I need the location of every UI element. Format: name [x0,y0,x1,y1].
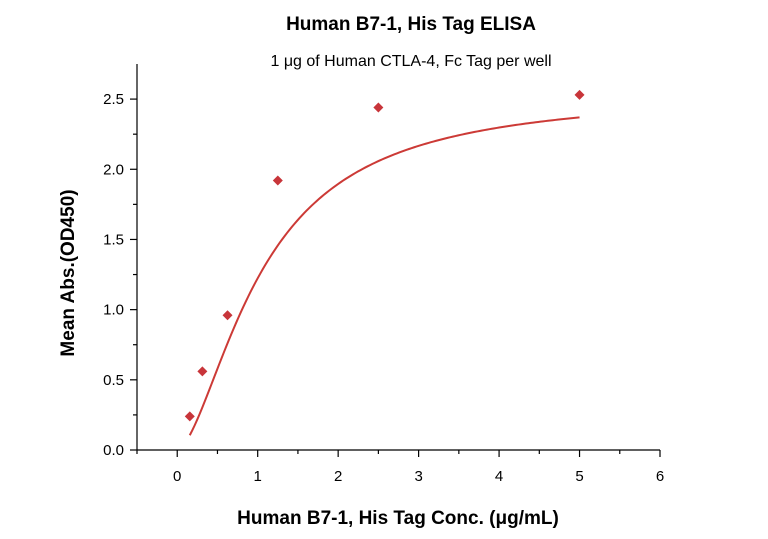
x-tick-label: 3 [414,468,422,485]
chart-subtitle: 1 μg of Human CTLA-4, Fc Tag per well [270,53,551,70]
x-tick-label: 5 [575,468,583,485]
y-axis-label: Mean Abs.(OD450) [58,189,79,356]
fit-curve-layer [188,116,580,436]
y-tick-label: 0.5 [103,372,124,389]
chart-title: Human B7-1, His Tag ELISA [286,14,536,35]
y-tick-label: 0.0 [103,442,124,459]
fit-curve [188,116,580,436]
data-point [222,310,233,321]
x-tick-label: 4 [495,468,503,485]
x-tick-label: 0 [173,468,181,485]
data-point [373,102,384,113]
y-tick-label: 1.5 [103,231,124,248]
data-point [197,366,208,377]
x-axis-label: Human B7-1, His Tag Conc. (μg/mL) [237,508,559,529]
y-tick-label: 2.5 [103,91,124,108]
data-point [184,411,195,422]
y-tick-label: 1.0 [103,302,124,319]
x-tick-label: 6 [656,468,664,485]
data-points-layer [184,89,585,422]
axes [136,64,660,451]
data-point [272,175,283,186]
x-tick-label: 2 [334,468,342,485]
ticks: 0 1 2 3 4 5 6 0.0 0.5 1.0 1.5 2.0 2.5 [103,91,664,485]
x-tick-label: 1 [254,468,262,485]
y-tick-label: 2.0 [103,161,124,178]
data-point [574,89,585,100]
